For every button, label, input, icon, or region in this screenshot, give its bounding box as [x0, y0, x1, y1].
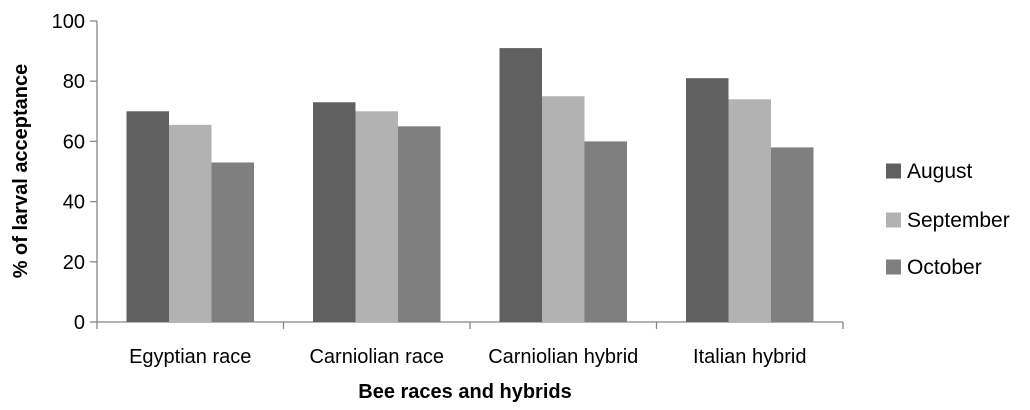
- bar-september: [169, 124, 212, 322]
- x-axis: Egyptian race Carniolian race Carniolian h…: [96, 321, 844, 368]
- bar-october: [584, 141, 627, 322]
- legend-swatch: [886, 259, 901, 275]
- bar-october: [211, 162, 254, 322]
- legend-swatch: [886, 212, 901, 228]
- x-tick-label: Carniolian race: [309, 346, 444, 368]
- bar-august: [499, 48, 542, 323]
- x-tick-label: Carniolian hybrid: [488, 346, 638, 368]
- x-axis-title: Bee races and hybrids: [358, 381, 571, 403]
- legend-label: October: [907, 256, 982, 279]
- bars-group: [126, 48, 814, 323]
- bar-september: [542, 96, 585, 322]
- bar-august: [313, 102, 356, 323]
- legend-swatch: [886, 163, 901, 179]
- bar-october: [398, 126, 441, 322]
- y-tick-label: 0: [74, 312, 85, 334]
- bar-september: [728, 99, 771, 322]
- legend-label: August: [907, 160, 973, 183]
- y-axis-title: % of larval acceptance: [10, 64, 32, 279]
- bar-september: [355, 111, 398, 322]
- y-tick-label: 80: [63, 71, 85, 93]
- y-axis: 0 20 40 60 80 100: [52, 11, 98, 334]
- x-tick-label: Italian hybrid: [693, 346, 806, 368]
- legend: August September October: [886, 160, 1010, 279]
- y-tick-label: 40: [63, 192, 85, 214]
- x-tick-label: Egyptian race: [129, 346, 251, 368]
- legend-label: September: [907, 209, 1010, 232]
- y-tick-label: 20: [63, 252, 85, 274]
- y-tick-label: 100: [52, 11, 85, 33]
- bar-august: [686, 78, 729, 322]
- bar-october: [771, 147, 814, 322]
- bar-august: [126, 111, 169, 322]
- y-tick-label: 60: [63, 131, 85, 153]
